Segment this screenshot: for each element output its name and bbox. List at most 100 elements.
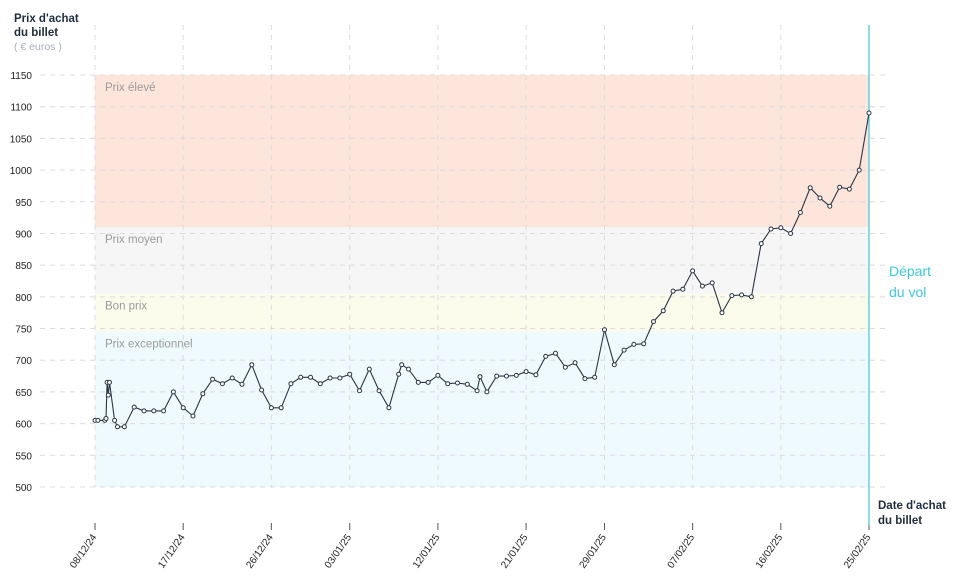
y-axis-label-line2: du billet <box>14 27 59 39</box>
data-point-13 <box>161 408 167 414</box>
y-tick-label-10: 650 <box>15 388 32 399</box>
data-point-76 <box>758 241 764 247</box>
data-point-42 <box>435 372 441 378</box>
data-point-46 <box>474 388 480 394</box>
x-tick-label-9: 25/02/25 <box>842 532 874 571</box>
data-point-24 <box>268 405 274 411</box>
y-tick-label-3: 1000 <box>10 166 33 177</box>
data-point-48 <box>484 389 490 395</box>
departure-label: Départ du vol <box>889 261 958 303</box>
data-point-49 <box>494 373 500 379</box>
data-point-64 <box>641 341 647 347</box>
x-tick-label-8: 16/02/25 <box>754 532 786 571</box>
y-tick-label-0: 1150 <box>10 71 32 82</box>
zone-band-2 <box>95 293 869 332</box>
y-tick-label-12: 550 <box>15 451 32 462</box>
data-point-23 <box>259 387 265 393</box>
data-point-17 <box>200 391 206 397</box>
data-point-61 <box>611 362 617 368</box>
x-tick-label-6: 29/01/25 <box>578 532 610 571</box>
y-tick-label-13: 500 <box>15 483 32 494</box>
data-point-30 <box>327 375 333 381</box>
departure-label-line1: Départ <box>889 263 932 279</box>
y-tick-label-1: 1100 <box>10 103 32 114</box>
x-axis-label: Date d'achat du billet <box>878 499 958 529</box>
x-tick-label-4: 12/01/25 <box>411 532 443 571</box>
zone-label-0: Prix élevé <box>105 82 156 94</box>
data-point-58 <box>582 376 588 382</box>
data-point-36 <box>386 405 392 411</box>
data-point-34 <box>366 366 372 372</box>
data-point-9 <box>121 424 127 430</box>
data-point-71 <box>709 280 715 286</box>
data-point-18 <box>210 376 216 382</box>
data-point-32 <box>347 371 353 377</box>
data-point-50 <box>504 373 509 379</box>
data-point-27 <box>298 374 304 380</box>
data-point-29 <box>317 381 323 387</box>
y-tick-label-7: 800 <box>15 293 32 304</box>
data-point-25 <box>278 405 284 411</box>
data-point-3 <box>103 416 109 421</box>
zone-band-1 <box>95 227 869 294</box>
data-point-78 <box>778 225 784 231</box>
data-point-70 <box>699 283 705 289</box>
zone-label-1: Prix moyen <box>105 234 163 246</box>
y-tick-label-2: 1050 <box>10 134 33 145</box>
data-point-31 <box>337 375 343 381</box>
zone-band-0 <box>95 75 869 228</box>
series-line-0 <box>95 112 870 428</box>
y-tick-label-6: 850 <box>15 261 32 272</box>
zone-label-2: Bon prix <box>105 301 147 313</box>
y-tick-label-11: 600 <box>15 420 32 431</box>
data-point-77 <box>768 226 774 232</box>
y-axis-unit: ( € euros ) <box>14 41 62 53</box>
data-point-47 <box>477 374 483 380</box>
data-point-63 <box>631 341 637 347</box>
data-point-21 <box>239 381 245 387</box>
data-point-56 <box>562 364 568 370</box>
departure-label-line2: du vol <box>889 284 927 300</box>
data-point-37 <box>396 371 402 377</box>
data-point-82 <box>817 195 823 201</box>
data-point-39 <box>406 366 411 372</box>
data-point-8 <box>115 424 120 430</box>
data-point-62 <box>621 347 627 353</box>
y-axis-label: Prix d'achat du billet <box>14 12 104 40</box>
data-point-14 <box>170 389 176 395</box>
data-point-69 <box>690 268 696 274</box>
y-axis-ticks: 1150 1100 1050 1000 950 900 850 800 750 700 650 600… <box>10 71 33 494</box>
data-point-81 <box>807 185 813 191</box>
data-point-52 <box>523 369 529 375</box>
price-series <box>92 110 872 430</box>
data-point-72 <box>719 310 725 316</box>
data-point-74 <box>739 292 745 298</box>
data-point-6 <box>107 379 112 385</box>
data-point-45 <box>464 381 470 387</box>
data-point-12 <box>151 408 157 414</box>
data-point-86 <box>856 167 862 173</box>
data-point-79 <box>788 231 794 236</box>
data-point-68 <box>680 286 686 292</box>
data-point-5 <box>105 392 111 398</box>
x-tick-label-5: 21/01/25 <box>499 532 531 571</box>
data-point-57 <box>572 360 578 366</box>
data-point-38 <box>399 362 405 368</box>
zone-label-3: Prix exceptionnel <box>105 339 193 351</box>
data-point-65 <box>651 319 656 325</box>
x-axis-label-line2: du billet <box>878 515 923 527</box>
data-point-67 <box>670 288 676 294</box>
y-axis-label-line1: Prix d'achat <box>14 13 79 25</box>
data-point-66 <box>660 308 666 314</box>
data-point-15 <box>180 405 186 411</box>
x-tick-label-0: 08/12/24 <box>68 532 100 571</box>
data-point-85 <box>846 186 852 192</box>
data-point-7 <box>112 417 118 423</box>
data-point-1 <box>95 417 101 423</box>
data-point-11 <box>141 408 147 414</box>
zone-band-3 <box>95 331 869 487</box>
x-axis-label-line1: Date d'achat <box>878 500 946 512</box>
data-point-28 <box>308 374 313 380</box>
data-point-19 <box>219 381 225 387</box>
